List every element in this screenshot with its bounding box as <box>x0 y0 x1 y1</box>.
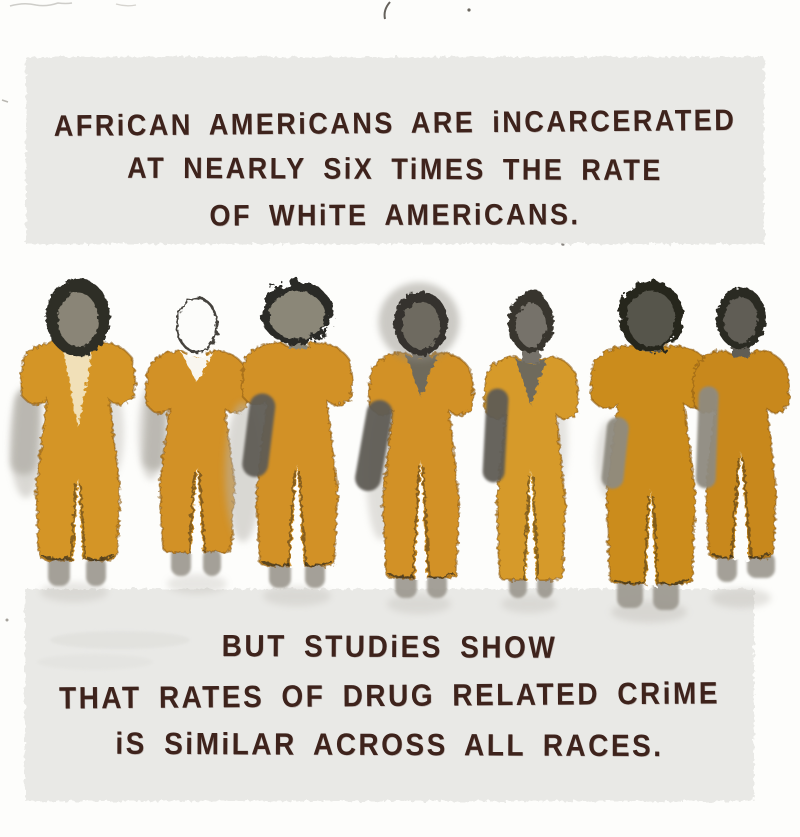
prisoner-3 <box>225 281 354 606</box>
head <box>175 296 219 354</box>
prisoner-1 <box>10 278 137 602</box>
foot <box>653 578 679 610</box>
prisoner-7 <box>691 287 791 608</box>
jumpsuit <box>19 340 137 561</box>
cast-shadow <box>711 588 771 608</box>
cast-shadow <box>40 582 108 602</box>
prisoner-5 <box>482 289 580 613</box>
top-caption-band <box>26 57 764 244</box>
prisoner-4 <box>355 282 475 614</box>
prisoner-2 <box>138 296 250 594</box>
face <box>269 291 325 340</box>
prisoner-figures <box>10 278 791 623</box>
caption-bands <box>25 57 764 801</box>
vneck <box>62 343 94 428</box>
face <box>402 301 440 350</box>
face <box>724 297 758 344</box>
foot <box>86 556 106 586</box>
jumpsuit <box>589 344 713 585</box>
leg-gap <box>191 466 203 554</box>
leg-gap <box>733 452 749 560</box>
arm <box>355 400 393 492</box>
leg-gap <box>526 470 536 582</box>
cast-shadow <box>501 595 557 613</box>
cast-shadow <box>263 586 331 606</box>
bottom-caption-band <box>25 589 754 801</box>
cast-shadow <box>167 574 227 594</box>
foot <box>171 546 191 576</box>
arm <box>695 386 719 489</box>
arm <box>601 417 629 489</box>
face <box>627 290 675 347</box>
vneck <box>181 352 213 383</box>
arm <box>10 388 42 475</box>
face <box>58 292 98 347</box>
arm <box>482 388 509 483</box>
foot <box>203 548 221 576</box>
vneck <box>515 358 547 405</box>
vneck <box>405 354 437 397</box>
arm <box>242 393 276 478</box>
leg-gap <box>415 460 427 580</box>
leg-gap <box>646 490 656 586</box>
hair-bun <box>525 289 543 307</box>
prisoner-6 <box>589 280 713 623</box>
leg-gap <box>290 464 304 568</box>
cast-shadow <box>387 594 451 614</box>
leg-gap <box>73 478 83 562</box>
face <box>516 303 546 347</box>
jumpsuit <box>144 349 250 553</box>
